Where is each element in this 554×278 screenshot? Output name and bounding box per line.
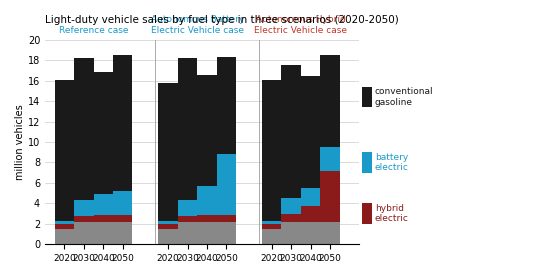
Y-axis label: million vehicles: million vehicles: [15, 104, 25, 180]
Bar: [320, 222, 340, 244]
Bar: [178, 216, 197, 222]
Bar: [178, 222, 197, 244]
Bar: [281, 65, 301, 198]
Bar: [262, 229, 281, 244]
Bar: [197, 215, 217, 222]
Bar: [158, 229, 178, 244]
Bar: [217, 154, 236, 215]
Bar: [362, 87, 372, 107]
Bar: [262, 80, 281, 221]
Bar: [55, 224, 74, 229]
Bar: [197, 75, 217, 186]
Bar: [262, 221, 281, 224]
Bar: [178, 200, 197, 216]
Bar: [320, 147, 340, 171]
Text: Autonomous Battery
Electric Vehicle case: Autonomous Battery Electric Vehicle case: [151, 15, 244, 35]
Bar: [113, 55, 132, 191]
Bar: [301, 222, 320, 244]
Text: Autonomous Hybrid
Electric Vehicle case: Autonomous Hybrid Electric Vehicle case: [254, 15, 347, 35]
Bar: [74, 216, 94, 222]
Bar: [320, 171, 340, 222]
Bar: [217, 222, 236, 244]
Bar: [301, 188, 320, 207]
Text: battery
electric: battery electric: [375, 153, 409, 172]
Bar: [55, 80, 74, 221]
Bar: [74, 222, 94, 244]
Bar: [158, 224, 178, 229]
Bar: [197, 186, 217, 215]
Text: conventional
gasoline: conventional gasoline: [375, 87, 434, 107]
Bar: [362, 203, 372, 224]
Bar: [158, 83, 178, 221]
Text: Light-duty vehicle sales by fuel type in three scenarios (2020-2050): Light-duty vehicle sales by fuel type in…: [45, 15, 399, 25]
Bar: [94, 194, 113, 215]
Bar: [94, 73, 113, 194]
Bar: [158, 221, 178, 224]
Bar: [301, 76, 320, 188]
Bar: [94, 222, 113, 244]
Text: hybrid
electric: hybrid electric: [375, 204, 409, 223]
Bar: [217, 57, 236, 154]
Bar: [113, 222, 132, 244]
Bar: [262, 224, 281, 229]
Bar: [320, 55, 340, 147]
Bar: [113, 215, 132, 222]
Bar: [281, 198, 301, 214]
Bar: [362, 152, 372, 173]
Bar: [217, 215, 236, 222]
Bar: [113, 191, 132, 215]
Bar: [74, 200, 94, 216]
Bar: [74, 58, 94, 200]
Bar: [55, 221, 74, 224]
Text: Reference case: Reference case: [59, 26, 129, 35]
Bar: [55, 229, 74, 244]
Bar: [178, 58, 197, 200]
Bar: [197, 222, 217, 244]
Bar: [94, 215, 113, 222]
Bar: [301, 207, 320, 222]
Bar: [281, 214, 301, 222]
Bar: [281, 222, 301, 244]
